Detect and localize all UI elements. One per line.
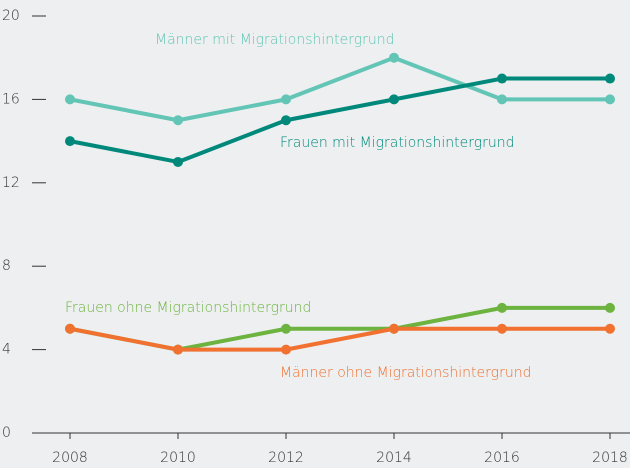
data-point bbox=[605, 302, 615, 313]
y-tick-label: 4 bbox=[2, 342, 11, 358]
data-point bbox=[497, 73, 507, 84]
series-line bbox=[69, 55, 610, 123]
data-point bbox=[605, 323, 615, 334]
data-point bbox=[281, 344, 291, 355]
y-tick-label: 20 bbox=[2, 8, 20, 24]
data-point bbox=[281, 94, 291, 105]
data-point bbox=[173, 344, 183, 355]
x-tick-label: 2018 bbox=[592, 450, 628, 466]
series-line bbox=[69, 76, 610, 164]
series-line bbox=[69, 326, 610, 352]
data-point bbox=[605, 73, 615, 84]
x-tick-label: 2014 bbox=[376, 450, 412, 466]
y-tick-label: 16 bbox=[2, 91, 20, 107]
y-tick-label: 8 bbox=[2, 258, 11, 274]
series-label: Männer mit Migrationshintergrund bbox=[155, 32, 395, 48]
data-point bbox=[605, 94, 615, 105]
x-tick-label: 2012 bbox=[268, 450, 304, 466]
data-point bbox=[65, 94, 75, 105]
data-point bbox=[389, 52, 399, 63]
data-point bbox=[389, 94, 399, 105]
series-label: Frauen mit Migrationshintergrund bbox=[280, 135, 515, 151]
data-point bbox=[389, 323, 399, 334]
data-point bbox=[65, 136, 75, 147]
y-tick-label: 12 bbox=[2, 175, 20, 191]
data-point bbox=[497, 94, 507, 105]
x-tick-label: 2016 bbox=[484, 450, 520, 466]
data-point bbox=[65, 323, 75, 334]
data-point bbox=[497, 302, 507, 313]
y-tick-label: 0 bbox=[2, 425, 11, 441]
data-point bbox=[497, 323, 507, 334]
series-label: Frauen ohne Migrationshintergrund bbox=[65, 300, 311, 316]
data-point bbox=[173, 115, 183, 126]
data-point bbox=[281, 323, 291, 334]
data-point bbox=[281, 115, 291, 126]
x-tick-label: 2008 bbox=[52, 450, 88, 466]
x-tick-label: 2010 bbox=[160, 450, 196, 466]
data-point bbox=[173, 156, 183, 167]
series-label: Männer ohne Migrationshintergrund bbox=[280, 365, 531, 381]
